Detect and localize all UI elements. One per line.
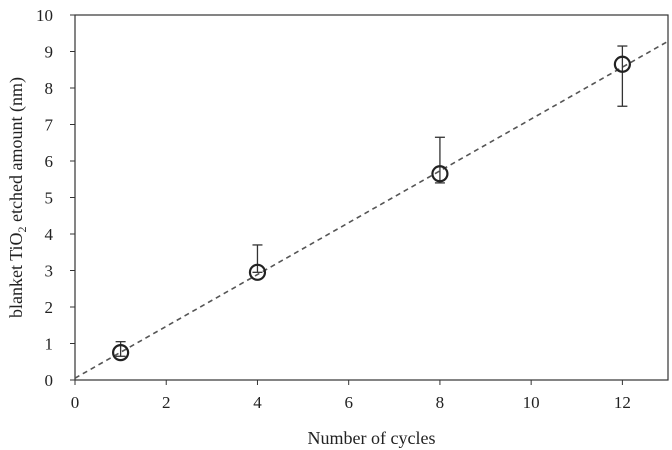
x-tick-label: 4 (253, 393, 262, 412)
data-point (613, 45, 631, 107)
y-axis-title-suffix: etched amount (nm) (6, 77, 27, 226)
point-marker (613, 55, 631, 73)
data-point (248, 244, 267, 281)
x-tick-label: 10 (523, 393, 540, 412)
data-point (431, 136, 449, 184)
y-tick-label: 7 (45, 116, 54, 135)
point-marker (431, 165, 449, 183)
point-marker (112, 344, 130, 362)
x-tick-label: 6 (344, 393, 353, 412)
data-point (112, 341, 130, 362)
y-tick-label: 3 (45, 262, 54, 281)
y-axis-title: blanket TiO2 etched amount (nm) (6, 77, 29, 318)
y-tick-label: 5 (45, 189, 54, 208)
y-axis-title-subscript: 2 (15, 226, 29, 232)
x-tick-label: 8 (436, 393, 445, 412)
plot-frame (74, 14, 669, 381)
x-tick-label: 0 (71, 393, 80, 412)
data-points (112, 45, 631, 362)
y-tick-label: 10 (36, 6, 53, 25)
plot-area (74, 14, 669, 381)
x-tick-label: 2 (162, 393, 171, 412)
x-axis-ticks: 0 2 4 6 8 10 12 (71, 380, 631, 412)
x-tick-label: 12 (614, 393, 631, 412)
y-tick-label: 0 (45, 371, 54, 390)
y-tick-label: 6 (45, 152, 54, 171)
y-tick-label: 4 (45, 225, 54, 244)
y-tick-label: 1 (45, 335, 54, 354)
y-axis-ticks: 0 1 2 3 4 5 6 7 8 9 10 (36, 6, 75, 390)
y-tick-label: 2 (45, 298, 54, 317)
x-axis-title: Number of cycles (308, 428, 436, 448)
point-marker (248, 263, 267, 281)
y-tick-label: 9 (45, 43, 54, 62)
fit-line (74, 40, 669, 379)
y-tick-label: 8 (45, 79, 54, 98)
y-axis-title-prefix: blanket TiO (6, 232, 26, 318)
